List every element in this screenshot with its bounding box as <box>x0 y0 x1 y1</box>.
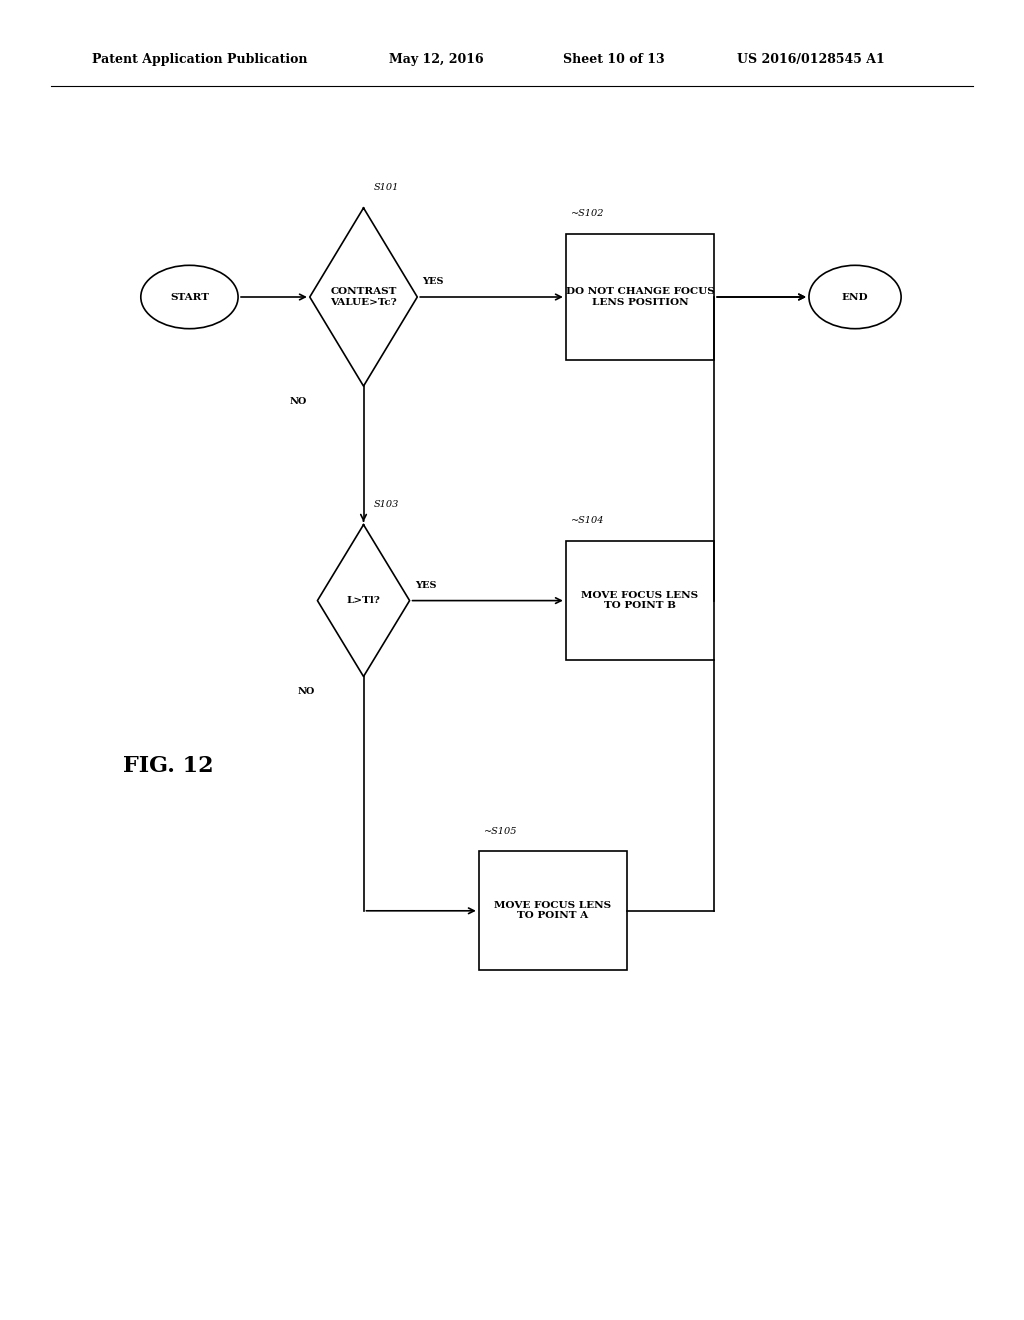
Text: Sheet 10 of 13: Sheet 10 of 13 <box>563 53 665 66</box>
Text: NO: NO <box>297 686 314 696</box>
Text: END: END <box>842 293 868 301</box>
Text: CONTRAST
VALUE>Tc?: CONTRAST VALUE>Tc? <box>330 288 397 306</box>
Text: S103: S103 <box>374 500 399 508</box>
Text: YES: YES <box>422 277 443 286</box>
Text: ~S105: ~S105 <box>484 826 517 836</box>
Text: ~S102: ~S102 <box>571 210 604 218</box>
Text: US 2016/0128545 A1: US 2016/0128545 A1 <box>737 53 885 66</box>
Text: FIG. 12: FIG. 12 <box>123 755 214 776</box>
Text: MOVE FOCUS LENS
TO POINT B: MOVE FOCUS LENS TO POINT B <box>582 591 698 610</box>
Text: MOVE FOCUS LENS
TO POINT A: MOVE FOCUS LENS TO POINT A <box>495 902 611 920</box>
Text: START: START <box>170 293 209 301</box>
Text: L>Tl?: L>Tl? <box>346 597 381 605</box>
Text: May 12, 2016: May 12, 2016 <box>389 53 483 66</box>
Text: YES: YES <box>415 581 436 590</box>
Text: NO: NO <box>290 396 307 405</box>
Text: S101: S101 <box>374 183 399 191</box>
Text: Patent Application Publication: Patent Application Publication <box>92 53 307 66</box>
Text: ~S104: ~S104 <box>571 516 604 525</box>
Text: DO NOT CHANGE FOCUS
LENS POSITION: DO NOT CHANGE FOCUS LENS POSITION <box>565 288 715 306</box>
